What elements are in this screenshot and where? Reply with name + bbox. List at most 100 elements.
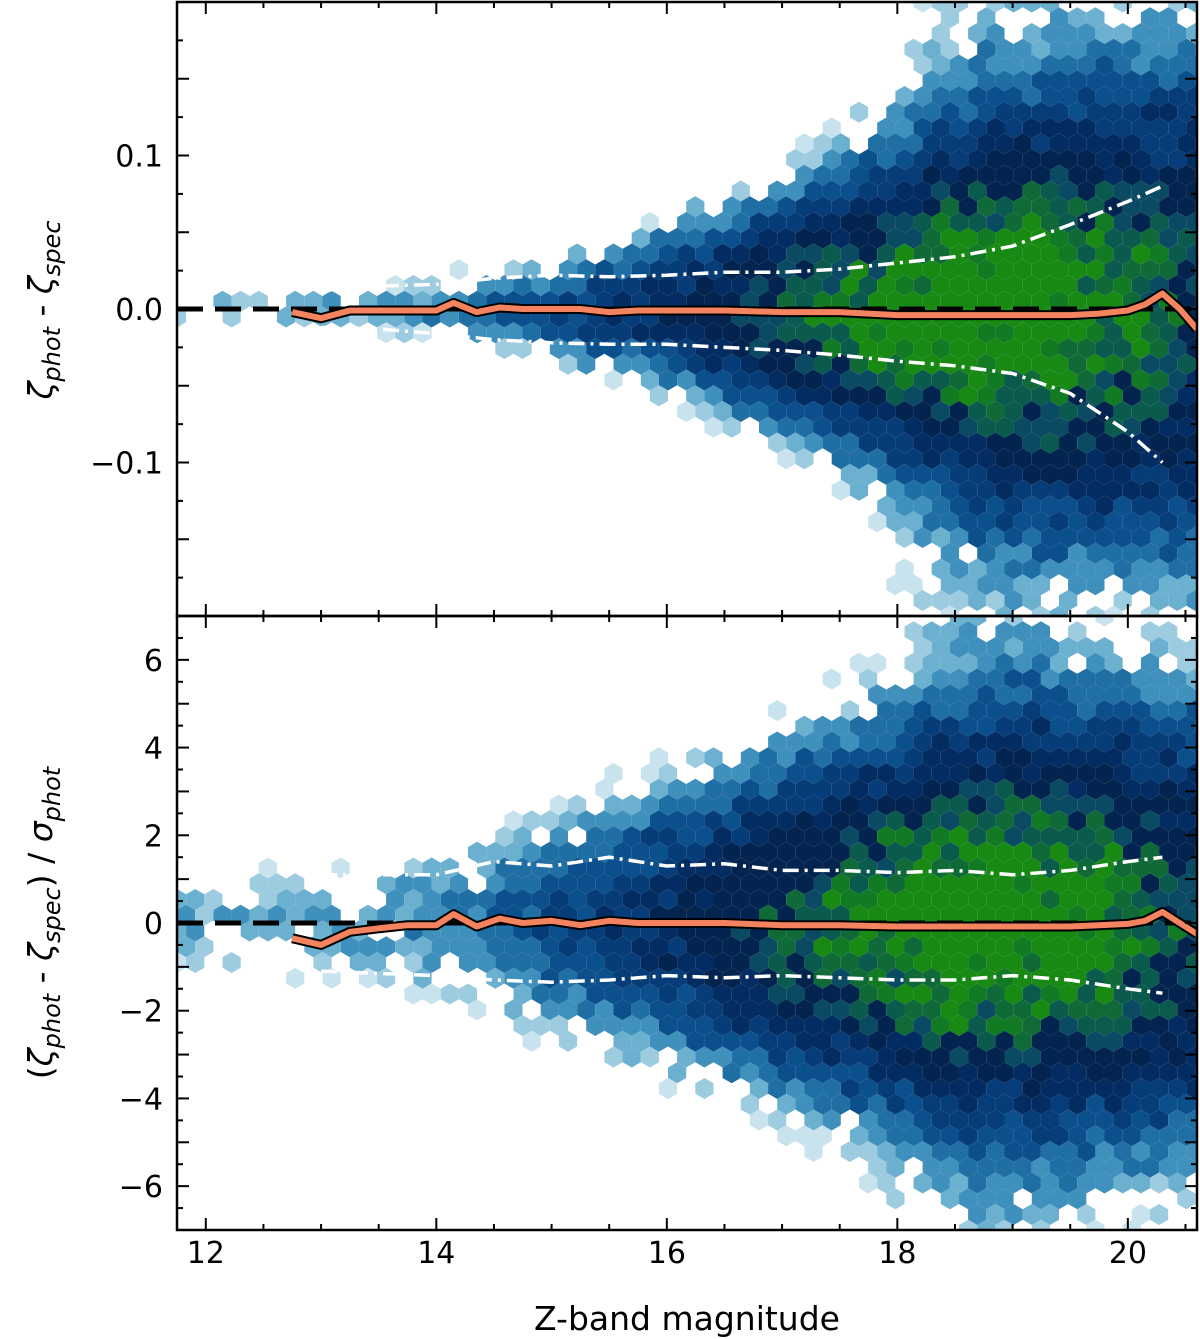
hexbin-cell bbox=[1077, 763, 1096, 784]
hexbin-cell bbox=[822, 889, 841, 910]
hexbin-cell bbox=[1113, 495, 1132, 517]
hexbin-cell bbox=[1140, 353, 1160, 375]
hexbin-cell bbox=[1122, 810, 1141, 832]
hexbin-cell bbox=[1059, 1046, 1078, 1068]
hexbin-cell bbox=[722, 1030, 741, 1052]
hexbin-cell bbox=[377, 873, 396, 895]
hexbin-cell bbox=[777, 778, 796, 800]
hexbin-cell bbox=[1150, 86, 1169, 107]
hexbin-cell bbox=[1077, 369, 1096, 391]
hexbin-cell bbox=[949, 1109, 969, 1131]
hexbin-cell bbox=[995, 747, 1014, 769]
hexbin-cell bbox=[504, 936, 523, 958]
hexbin-cell bbox=[740, 810, 759, 832]
hexbin-cell bbox=[859, 668, 878, 690]
hexbin-cell bbox=[1122, 873, 1141, 895]
hexbin-cell bbox=[1022, 1046, 1041, 1068]
hexbin-cell bbox=[786, 275, 805, 296]
hexbin-cell bbox=[1068, 684, 1087, 706]
hexbin-cell bbox=[922, 747, 941, 769]
hexbin-cell bbox=[1086, 684, 1105, 706]
hexbin-cell bbox=[904, 715, 923, 737]
hexbin-cell bbox=[1168, 637, 1187, 658]
hexbin-cell bbox=[449, 936, 468, 958]
hexbin-cell bbox=[977, 841, 996, 863]
hexbin-cell bbox=[1186, 857, 1197, 879]
hexbin-cell bbox=[1104, 1062, 1123, 1084]
hexbin-cell bbox=[1140, 70, 1160, 92]
lower-percentile-line bbox=[321, 325, 1164, 464]
hexbin-cell bbox=[1168, 700, 1187, 721]
hexbin-cell bbox=[1177, 164, 1196, 186]
hexbin-cell bbox=[931, 700, 950, 721]
hexbin-cell bbox=[695, 369, 714, 391]
hexbin-cell bbox=[1068, 227, 1087, 249]
hexbin-cell bbox=[677, 794, 696, 816]
hexbin-cell bbox=[1013, 1030, 1032, 1052]
hexbin-cell bbox=[731, 1046, 750, 1068]
hexbin-cell bbox=[604, 794, 623, 816]
hexbin-cell bbox=[513, 983, 532, 1005]
hexbin-cell bbox=[877, 952, 896, 973]
hexbin-cell bbox=[959, 936, 978, 958]
hexbin-cell bbox=[968, 464, 987, 485]
hexbin-cell bbox=[904, 684, 923, 706]
hexbin-cell bbox=[877, 243, 896, 265]
hexbin-cell bbox=[277, 306, 296, 328]
hexbin-cell bbox=[1140, 1062, 1160, 1084]
hexbin-cell bbox=[931, 637, 950, 658]
hexbin-cell bbox=[877, 369, 896, 391]
hexbin-cell bbox=[968, 54, 987, 76]
hexbin-cell bbox=[840, 731, 859, 753]
hexbin-cell bbox=[904, 133, 923, 155]
hexbin-cell bbox=[749, 275, 769, 296]
hexbin-cell bbox=[1031, 38, 1050, 60]
hexbin-cell bbox=[1177, 479, 1196, 501]
hexbin-cell bbox=[1177, 841, 1196, 863]
hexbin-cell bbox=[831, 841, 850, 863]
hexbin-cell bbox=[940, 778, 959, 800]
hexbin-cell bbox=[1040, 763, 1059, 784]
hexbin-cell bbox=[877, 889, 896, 910]
hexbin-cell bbox=[640, 1046, 659, 1068]
hexbin-cell bbox=[913, 495, 932, 517]
hexbin-cell bbox=[977, 479, 996, 501]
hexbin-cell bbox=[940, 164, 959, 186]
hexbin-cell bbox=[886, 967, 905, 989]
hexbin-cell bbox=[922, 715, 941, 737]
hexbin-cell bbox=[1004, 495, 1023, 517]
hexbin-cell bbox=[831, 1062, 850, 1084]
hexbin-cell bbox=[1077, 1015, 1096, 1036]
hexbin-cell bbox=[922, 621, 941, 643]
hexbin-cell bbox=[995, 1219, 1014, 1230]
hexbin-cell bbox=[913, 668, 932, 690]
hexbin-cell bbox=[977, 1156, 996, 1178]
hexbin-cell bbox=[1095, 464, 1114, 485]
hexbin-cell bbox=[1022, 952, 1041, 973]
hexbin-cell bbox=[922, 479, 941, 501]
hexbin-cell bbox=[1113, 1109, 1132, 1131]
hexbin-cell bbox=[1031, 259, 1050, 281]
hexbin-cell bbox=[1059, 495, 1078, 517]
hexbin-cell bbox=[904, 385, 923, 407]
hexbin-cell bbox=[831, 322, 850, 344]
hexbin-cell bbox=[695, 952, 714, 973]
hexbin-cell bbox=[868, 448, 887, 470]
hexbin-cell bbox=[849, 353, 869, 375]
x-tick-label: 14 bbox=[417, 1236, 455, 1271]
hexbin-cell bbox=[1104, 70, 1123, 92]
hexbin-cell bbox=[695, 794, 714, 816]
hexbin-cell bbox=[1086, 133, 1105, 155]
hexbin-cell bbox=[868, 133, 887, 155]
hexbin-cell bbox=[940, 133, 959, 155]
hexbin-cell bbox=[1122, 841, 1141, 863]
hexbin-cell bbox=[1050, 810, 1069, 832]
hexbin-cell bbox=[1022, 54, 1041, 76]
hexbin-cell bbox=[804, 1078, 823, 1099]
hexbin-cell bbox=[968, 527, 987, 548]
hexbin-cell bbox=[831, 715, 850, 737]
hexbin-cell bbox=[995, 448, 1014, 470]
hexbin-cell bbox=[1095, 826, 1114, 847]
hexbin-cell bbox=[749, 369, 769, 391]
hexbin-cell bbox=[577, 873, 596, 895]
